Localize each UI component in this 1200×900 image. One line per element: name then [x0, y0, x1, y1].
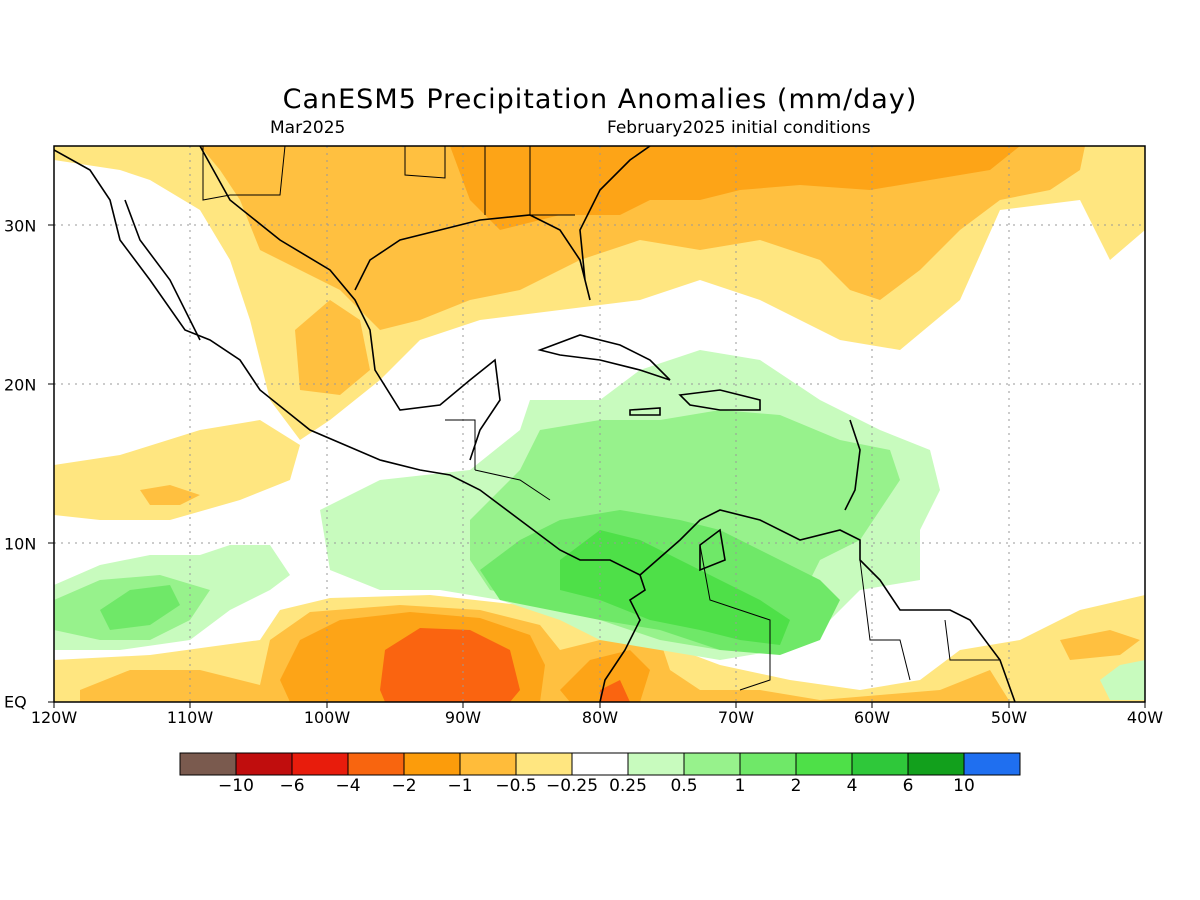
dry-mexico-coast: [295, 300, 370, 395]
map-title: CanESM5 Precipitation Anomalies (mm/day): [282, 84, 918, 115]
colorbar-swatch: [515, 752, 573, 776]
lon-label: 80W: [581, 708, 619, 727]
colorbar-swatch: [403, 752, 461, 776]
lon-label: 100W: [303, 708, 351, 727]
colorbar: [179, 752, 1021, 776]
colorbar-swatch: [963, 752, 1021, 776]
wet-atl-east: [1100, 660, 1145, 700]
lat-label: 30N: [4, 216, 37, 236]
anomaly-field: [54, 146, 1145, 702]
forecast-month: Mar2025: [270, 118, 346, 138]
lat-label: 20N: [4, 375, 37, 395]
colorbar-label: 2: [790, 776, 802, 796]
colorbar-label: 0.5: [670, 776, 698, 796]
lat-label: EQ: [4, 692, 27, 712]
colorbar-swatch: [739, 752, 797, 776]
colorbar-swatch: [179, 752, 237, 776]
lon-label: 40W: [1126, 708, 1164, 727]
dry-region-core: [450, 146, 1020, 230]
wet-carib-core: [560, 530, 790, 645]
colorbar-swatch: [459, 752, 517, 776]
dry-band-west: [54, 420, 300, 520]
colorbar-label: 1: [734, 776, 746, 796]
lon-label: 90W: [444, 708, 482, 727]
colorbar-label: −6: [279, 776, 305, 796]
country-borders: [202, 146, 1000, 691]
graticule: [54, 146, 1145, 702]
colorbar-swatch: [851, 752, 909, 776]
colorbar-swatch: [795, 752, 853, 776]
colorbar-label: 6: [902, 776, 914, 796]
colorbar-label: −0.5: [495, 776, 537, 796]
colorbar-swatch: [347, 752, 405, 776]
colorbar-label: −4: [335, 776, 361, 796]
colorbar-label: −2: [391, 776, 417, 796]
colorbar-swatch: [907, 752, 965, 776]
lon-label: 70W: [717, 708, 755, 727]
colorbar-swatch: [571, 752, 629, 776]
dry-region-north-mod: [200, 146, 1085, 330]
colorbar-label: 10: [953, 776, 975, 796]
initial-conditions-label: February2025 initial conditions: [607, 118, 871, 138]
colorbar-swatch: [291, 752, 349, 776]
colorbar-swatch: [235, 752, 293, 776]
lon-label: 120W: [30, 708, 78, 727]
colorbar-label: 0.25: [609, 776, 647, 796]
colorbar-label: 4: [846, 776, 858, 796]
axis-ticks: [48, 224, 1146, 708]
lon-label: 110W: [166, 708, 214, 727]
lat-label: 10N: [4, 534, 37, 554]
colorbar-swatch: [627, 752, 685, 776]
colorbar-label: −0.25: [545, 776, 599, 796]
lon-label: 50W: [990, 708, 1028, 727]
coastlines: [54, 146, 1016, 702]
colorbar-label: −1: [447, 776, 473, 796]
wet-epac-core: [100, 585, 180, 630]
dry-band-west-mod: [140, 485, 200, 505]
colorbar-swatch: [683, 752, 741, 776]
lon-label: 60W: [853, 708, 891, 727]
dry-eqpac-very-strong: [380, 628, 630, 702]
colorbar-label: −10: [218, 776, 254, 796]
dry-atl-east: [1060, 630, 1140, 660]
